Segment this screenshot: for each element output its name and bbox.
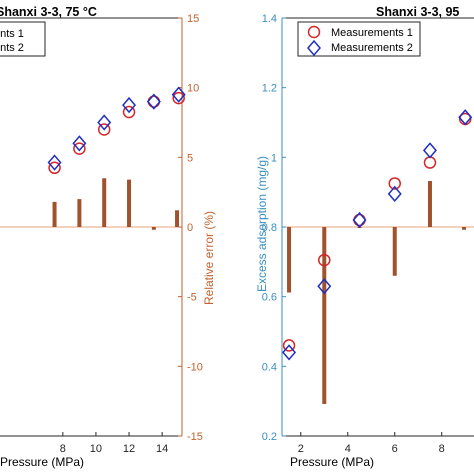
right-x-axis-label: Pressure (MPa) — [290, 455, 374, 469]
left-diamond-marker — [122, 96, 137, 114]
left-right-tick-label: -5 — [187, 292, 197, 304]
right-diamond-marker — [458, 109, 473, 126]
left-x-axis-label: Pressure (MPa) — [0, 455, 84, 469]
left-error-bar — [77, 199, 82, 227]
right-legend-diamond-marker — [307, 39, 321, 57]
right-x-tick-label: 4 — [345, 443, 351, 455]
right-y-tick-label: 1 — [271, 152, 277, 164]
right-error-bar — [287, 227, 292, 293]
left-circle-marker — [147, 95, 161, 108]
left-x-tick-label: 10 — [90, 443, 102, 455]
left-legend-label-1: Measurements 1 — [0, 28, 24, 40]
right-error-bar — [427, 181, 432, 227]
right-x-tick-label: 8 — [439, 443, 445, 455]
right-legend-label-1: Measurements 1 — [331, 27, 413, 39]
left-circle-marker — [172, 91, 185, 105]
right-error-bar — [462, 227, 467, 230]
left-right-tick-label: -15 — [187, 431, 203, 443]
left-circle-marker — [122, 105, 136, 119]
right-y-tick-label: 0.8 — [262, 222, 277, 234]
left-circle-marker — [97, 123, 111, 136]
left-panel: Shanxi 3-3, 75 °C 8 10 12 14151050-5-10-15 … — [0, 5, 216, 469]
left-error-bar — [52, 201, 57, 227]
right-legend-circle-marker — [307, 25, 321, 39]
left-legend-box — [0, 21, 46, 57]
left-x-tick-label: 12 — [123, 443, 135, 455]
left-x-tick-label: 14 — [156, 443, 168, 455]
left-legend: Measurements 1 Measurements 2 — [0, 21, 46, 57]
right-circle-marker — [282, 339, 296, 352]
right-diamond-marker — [317, 278, 332, 295]
left-error-bar — [151, 227, 156, 230]
right-circle-marker — [388, 177, 401, 190]
right-panel: Shanxi 3-3, 95 2 4 6 8 0.2 0.4 0.6 0.8 1 1.2 1.4 P… — [255, 5, 474, 469]
left-plot-area: 8 10 12 14 15 10 5 0 -5 -10 -15 — [0, 13, 203, 455]
left-x-tick-label: 8 — [60, 443, 66, 455]
right-chart-title: Shanxi 3-3, 95 — [376, 5, 459, 19]
right-x-tick-label: 6 — [392, 443, 398, 455]
right-circle-marker — [353, 213, 366, 227]
right-error-bar — [392, 227, 397, 276]
left-diamond-marker — [47, 154, 62, 171]
right-y-tick-label: 0.6 — [262, 292, 277, 304]
right-plot-area: 2 4 6 8 0.2 0.4 0.6 0.8 1 1.2 1.4 — [262, 13, 474, 455]
right-legend: Measurements 1 Measurements 2 — [297, 21, 421, 57]
right-y-tick-label: 0.2 — [262, 431, 277, 443]
left-diamond-marker — [72, 135, 87, 152]
left-right-tick-label: 10 — [187, 83, 199, 95]
left-right-tick-label: 15 — [187, 13, 199, 25]
left-error-bar — [127, 179, 132, 227]
left-legend-label-2: Measurements 2 — [0, 42, 24, 54]
left-error-bar — [175, 210, 180, 227]
right-diamond-marker — [422, 142, 437, 159]
right-diamond-marker — [352, 211, 367, 229]
right-x-tick-label: 2 — [298, 443, 304, 455]
left-chart-title: Shanxi 3-3, 75 °C — [0, 5, 97, 19]
right-y-tick-label: 0.4 — [262, 361, 277, 373]
right-diamond-marker — [387, 185, 402, 203]
left-diamond-marker — [146, 93, 161, 110]
left-right-axis-label: Relative error (%) — [202, 211, 216, 305]
left-diamond-marker — [97, 114, 112, 131]
right-circle-marker — [423, 156, 437, 169]
right-y-tick-label: 1.4 — [262, 13, 277, 25]
right-legend-label-2: Measurements 2 — [331, 42, 413, 54]
right-error-bar — [322, 227, 327, 404]
left-error-bar — [102, 178, 107, 227]
left-right-tick-label: -10 — [187, 361, 203, 373]
left-diamond-marker — [171, 86, 186, 103]
right-y-axis-label: Excess adsorption (mg/g) — [255, 156, 269, 292]
right-diamond-marker — [282, 344, 297, 361]
left-circle-marker — [48, 161, 61, 175]
left-circle-marker — [73, 142, 86, 155]
left-right-tick-label: 5 — [187, 152, 193, 164]
right-y-tick-label: 1.2 — [262, 83, 277, 95]
left-right-tick-label: 0 — [187, 222, 193, 234]
right-circle-marker — [318, 253, 331, 267]
